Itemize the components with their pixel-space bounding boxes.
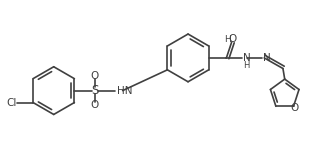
Text: O: O <box>228 34 237 44</box>
Text: O: O <box>290 103 299 113</box>
Text: N: N <box>243 53 251 63</box>
Text: Cl: Cl <box>6 98 16 108</box>
Text: HN: HN <box>117 86 132 96</box>
Text: N: N <box>263 53 270 63</box>
Text: O: O <box>91 72 99 81</box>
Text: H: H <box>243 61 250 70</box>
Text: S: S <box>91 84 98 97</box>
Text: H: H <box>224 35 231 44</box>
Text: O: O <box>91 100 99 110</box>
